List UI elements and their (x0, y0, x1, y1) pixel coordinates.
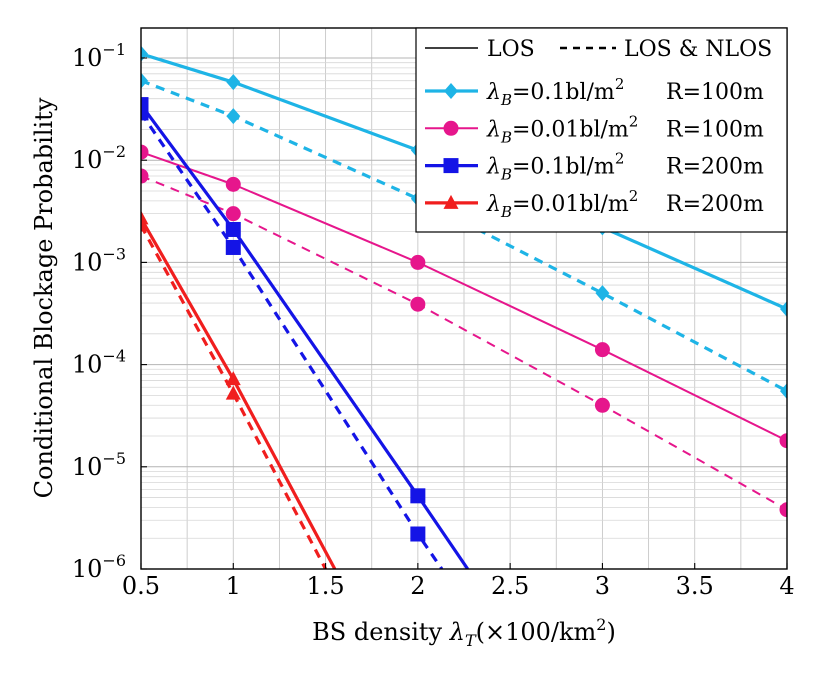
legend-marker (443, 194, 459, 209)
data-point (410, 296, 426, 312)
x-tick-label: 0.5 (122, 572, 160, 600)
data-point (141, 72, 148, 89)
legend-entry-4: λB=0.01bl/m2 R=200m (425, 187, 764, 221)
x-tick-label: 2 (410, 572, 425, 600)
x-tick-label: 1 (226, 572, 241, 600)
data-point (779, 502, 787, 518)
legend-solid-label: LOS (487, 37, 535, 62)
data-point (141, 97, 149, 113)
data-point (141, 105, 149, 121)
data-point (141, 168, 149, 184)
legend-entry-1: λB=0.1bl/m2 R=100m (425, 75, 764, 109)
legend-box (415, 27, 788, 233)
legend-marker (444, 83, 458, 99)
x-tick-label: 3 (595, 572, 610, 600)
tick-labels: 0.5 1 1.5 2 2.5 3 3.5 4 10−6 10−5 10−4 10−3 10−2 10−1 (72, 40, 795, 600)
legend-radius: R=100m (666, 117, 764, 142)
series-line-5 (141, 103, 470, 569)
y-tick-label: 10−6 (72, 551, 126, 583)
data-point (225, 239, 241, 255)
data-point (141, 210, 149, 225)
x-axis-label: BS density λT(×100/km2) (312, 615, 616, 650)
data-point (141, 144, 149, 160)
legend-dashed-label: LOS & NLOS (624, 37, 772, 62)
data-point (225, 176, 241, 192)
data-point (226, 74, 241, 91)
y-tick-label: 10−4 (72, 347, 126, 379)
legend: LOS LOS & NLOS λB=0.1bl/m2 R=100mλB=0.01b… (415, 27, 788, 233)
series-line-6 (141, 112, 444, 569)
y-axis-label: Conditional Blockage Probability (30, 97, 58, 498)
data-point (225, 385, 241, 400)
y-tick-label: 10−3 (72, 244, 126, 276)
y-tick-label: 10−1 (72, 40, 126, 72)
legend-radius: R=200m (666, 192, 764, 217)
legend-header: LOS LOS & NLOS (425, 37, 772, 62)
x-tick-label: 3.5 (676, 572, 714, 600)
data-point (225, 221, 241, 237)
data-point (410, 254, 426, 270)
legend-label: λB=0.1bl/m2 (486, 150, 624, 184)
data-point (225, 206, 241, 222)
legend-label: λB=0.01bl/m2 (486, 112, 638, 146)
legend-label: λB=0.01bl/m2 (486, 187, 638, 221)
legend-radius: R=100m (666, 80, 764, 105)
data-point (779, 433, 787, 449)
series-line-8 (141, 224, 327, 569)
legend-entry-3: λB=0.1bl/m2 R=200m (425, 150, 764, 184)
data-point (594, 342, 610, 358)
data-point (594, 397, 610, 413)
legend-entry-2: λB=0.01bl/m2 R=100m (425, 112, 764, 146)
x-tick-label: 1.5 (306, 572, 344, 600)
series-line-7 (141, 217, 337, 569)
legend-marker (443, 158, 459, 174)
data-point (780, 383, 787, 400)
data-point (141, 217, 149, 232)
data-point (225, 371, 241, 386)
y-tick-label: 10−5 (72, 449, 126, 481)
legend-marker (443, 120, 459, 136)
x-tick-label: 4 (779, 572, 794, 600)
data-point (780, 300, 787, 317)
data-point (410, 488, 426, 504)
x-tick-label: 2.5 (491, 572, 529, 600)
legend-radius: R=200m (666, 155, 764, 180)
data-point (410, 526, 426, 542)
y-tick-label: 10−2 (72, 142, 126, 174)
series-line-2 (141, 79, 787, 393)
data-point (226, 108, 241, 125)
legend-label: λB=0.1bl/m2 (486, 75, 624, 109)
data-point (595, 285, 610, 302)
